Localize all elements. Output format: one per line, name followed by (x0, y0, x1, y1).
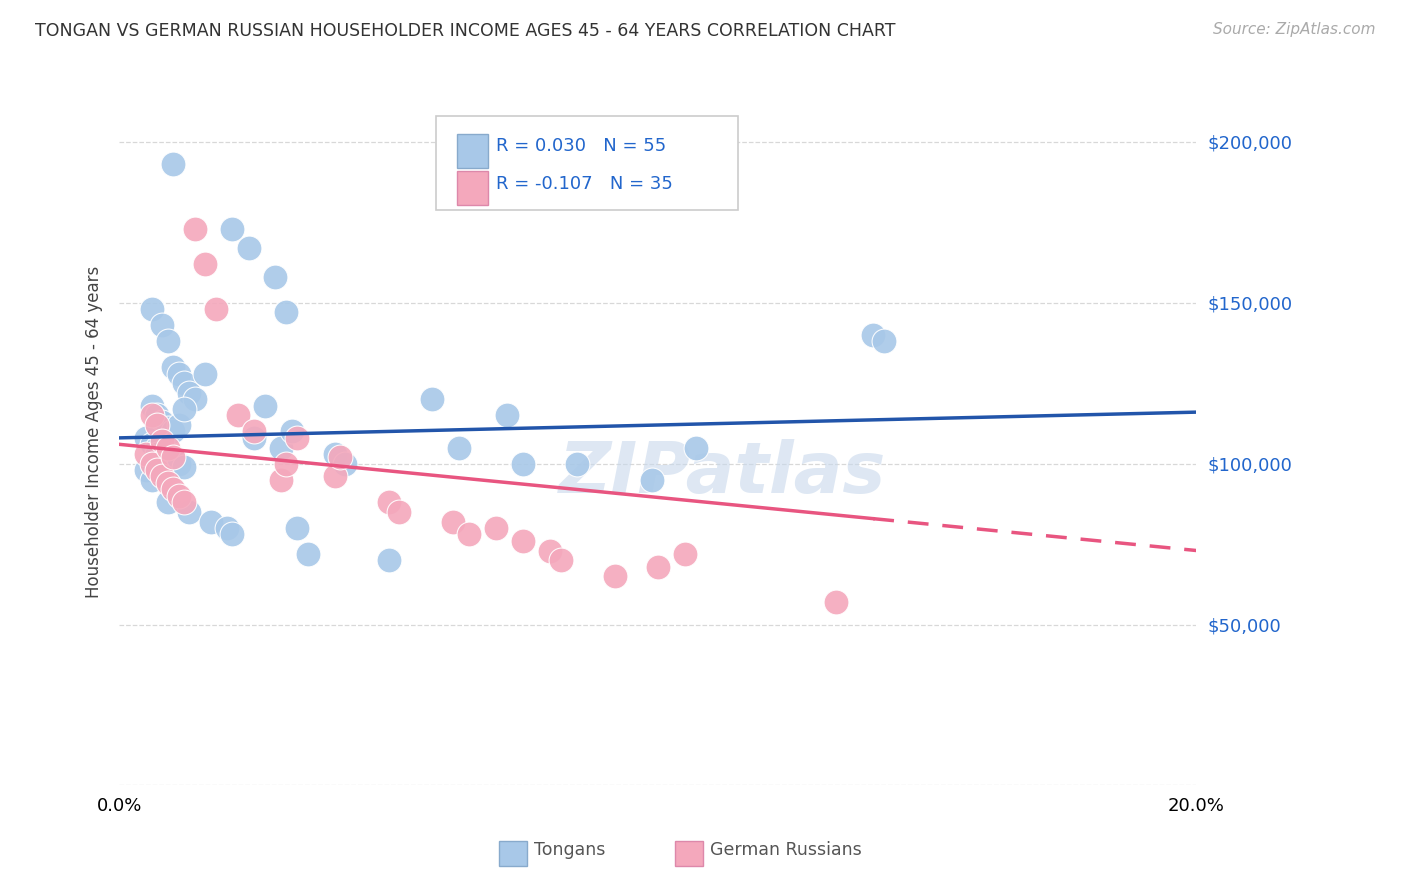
Point (167, 457, 190, 471)
Point (173, 459, 195, 474)
Point (458, 527, 481, 541)
Point (179, 385, 201, 400)
Point (238, 241, 260, 255)
Point (183, 392, 205, 407)
Point (156, 334, 179, 349)
Point (641, 473, 664, 487)
Point (388, 505, 411, 519)
Point (162, 157, 184, 171)
Point (647, 559, 669, 574)
Point (141, 473, 163, 487)
Point (323, 447, 346, 461)
Point (162, 457, 184, 471)
Point (285, 431, 308, 445)
Point (205, 302, 228, 317)
Point (150, 434, 173, 449)
Point (162, 360, 184, 375)
Point (146, 417, 169, 432)
Point (285, 521, 308, 535)
Point (194, 367, 217, 381)
Point (150, 415, 173, 429)
Point (243, 431, 266, 445)
Text: Source: ZipAtlas.com: Source: ZipAtlas.com (1212, 22, 1375, 37)
Point (420, 392, 443, 407)
Point (270, 441, 292, 455)
Point (538, 543, 561, 558)
Point (226, 409, 249, 423)
Point (173, 376, 195, 391)
Point (167, 417, 190, 432)
Point (276, 457, 298, 471)
Point (297, 547, 319, 561)
Point (377, 495, 399, 509)
Text: Tongans: Tongans (534, 841, 606, 859)
Point (162, 450, 184, 465)
Point (150, 318, 173, 333)
Point (243, 425, 266, 439)
Point (141, 437, 163, 451)
Point (141, 302, 163, 317)
Point (550, 553, 572, 567)
Text: German Russians: German Russians (710, 841, 862, 859)
Point (377, 553, 399, 567)
Text: R = 0.030   N = 55: R = 0.030 N = 55 (496, 137, 666, 155)
Point (276, 305, 298, 319)
Point (221, 221, 243, 235)
Point (135, 431, 157, 445)
Point (512, 457, 534, 471)
Point (146, 463, 169, 477)
Point (270, 473, 292, 487)
Point (447, 441, 470, 455)
Y-axis label: Householder Income Ages 45 - 64 years: Householder Income Ages 45 - 64 years (86, 265, 103, 598)
Text: R = -0.107   N = 35: R = -0.107 N = 35 (496, 175, 673, 193)
Point (862, 327, 884, 342)
Point (156, 421, 179, 435)
Point (194, 257, 217, 271)
Point (824, 595, 846, 609)
Point (873, 334, 896, 349)
Point (323, 469, 346, 483)
Point (146, 441, 169, 455)
Point (162, 425, 184, 439)
Point (200, 515, 222, 529)
Point (156, 453, 179, 467)
Point (253, 399, 276, 413)
Point (173, 401, 195, 416)
Point (135, 447, 157, 461)
Point (221, 527, 243, 541)
Point (179, 505, 201, 519)
Point (156, 475, 179, 490)
Point (512, 533, 534, 548)
Point (329, 450, 352, 465)
Point (156, 441, 179, 455)
Point (150, 450, 173, 465)
Point (135, 463, 157, 477)
Point (167, 367, 190, 381)
Point (603, 569, 626, 583)
Point (280, 425, 302, 439)
Point (173, 495, 195, 509)
Point (673, 547, 696, 561)
Point (146, 447, 169, 461)
Point (565, 457, 588, 471)
Point (183, 221, 205, 235)
Point (264, 270, 287, 285)
Point (441, 515, 464, 529)
Point (685, 441, 707, 455)
Text: TONGAN VS GERMAN RUSSIAN HOUSEHOLDER INCOME AGES 45 - 64 YEARS CORRELATION CHART: TONGAN VS GERMAN RUSSIAN HOUSEHOLDER INC… (35, 22, 896, 40)
Point (485, 521, 508, 535)
Text: ZIPatlas: ZIPatlas (558, 440, 886, 508)
Point (162, 483, 184, 497)
Point (167, 489, 190, 503)
Point (215, 521, 238, 535)
Point (335, 457, 357, 471)
Point (141, 457, 163, 471)
Point (146, 409, 169, 423)
Point (496, 409, 519, 423)
Point (156, 495, 179, 509)
Point (150, 469, 173, 483)
Point (141, 399, 163, 413)
Point (141, 409, 163, 423)
